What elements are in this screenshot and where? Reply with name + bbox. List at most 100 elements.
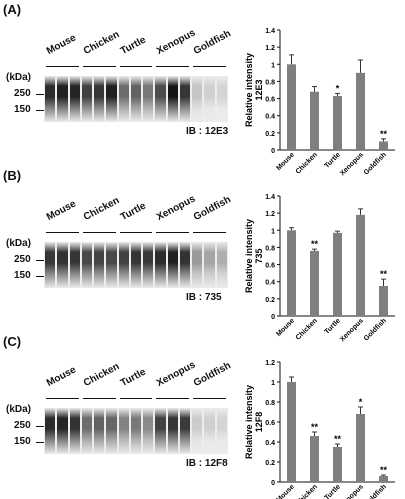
blot-lane (94, 242, 105, 288)
blot-lane (167, 242, 178, 288)
mw-marker: 150 (14, 270, 31, 281)
panel-3: (C) Mouse Chicken Turtle Xenopus Goldfish (kDa… (0, 332, 405, 499)
blot-lane (81, 76, 93, 122)
blot-lane (216, 242, 227, 288)
blot-lane (106, 408, 117, 454)
species-label: Turtle (118, 200, 148, 223)
blot-lane (167, 408, 178, 454)
species-label: Mouse (44, 198, 78, 223)
bar-chart: 0 0.2 0.4 0.6 0.8 1 1.2 Relative intensity 12F8 M… (244, 360, 395, 499)
x-tick-label: Goldfish (363, 483, 388, 499)
blot-lane (130, 408, 142, 454)
ib-label: IB : 12E3 (186, 126, 229, 137)
y-tick-label: 0.2 (265, 131, 275, 138)
significance-mark: ** (311, 239, 319, 249)
species-label: Chicken (81, 195, 122, 223)
y-tick-label: 0.6 (265, 263, 275, 270)
blot-lane (130, 242, 142, 288)
y-tick-label: 1 (271, 62, 275, 69)
species-label: Goldfish (192, 194, 234, 223)
blot-lane (69, 242, 80, 288)
species-group-line (156, 66, 190, 67)
y-axis-label: 735 (254, 248, 264, 263)
kda-label: (kDa) (6, 404, 32, 415)
blot-lane (216, 76, 227, 122)
bar (333, 232, 342, 316)
species-label: Chicken (81, 29, 122, 57)
western-blot (44, 242, 228, 288)
x-tick-label: Turtle (324, 483, 342, 499)
y-tick-label: 1.2 (265, 211, 275, 218)
blot-lane (57, 76, 68, 122)
x-tick-label: Mouse (275, 483, 296, 499)
blot-lane (45, 408, 56, 454)
species-label: Chicken (81, 361, 122, 389)
blot-lane (106, 76, 117, 122)
species-label: Mouse (44, 364, 78, 389)
bar-chart: 0 0.2 0.4 0.6 0.8 1 1.2 1.4 Relative intensity 73… (244, 194, 395, 343)
mw-marker: 150 (14, 436, 31, 447)
species-label: Xenopus (155, 359, 198, 389)
species-group-line (156, 398, 190, 399)
mw-tick (36, 276, 44, 277)
bar (379, 286, 388, 316)
bar (356, 72, 365, 150)
species-group-line (46, 398, 79, 399)
blot-lane (143, 408, 154, 454)
bar (287, 230, 296, 316)
significance-mark: ** (380, 269, 388, 279)
significance-mark: ** (380, 129, 388, 139)
blot-lane (143, 76, 154, 122)
y-tick-label: 0 (271, 148, 275, 155)
species-group-line (156, 232, 190, 233)
blot-lane (130, 76, 142, 122)
y-tick-label: 1.4 (265, 28, 275, 35)
mw-tick (36, 260, 44, 261)
bar (356, 214, 365, 316)
blot-lane (45, 242, 56, 288)
blot-lane (204, 76, 215, 122)
blot-lane (57, 242, 68, 288)
significance-mark: * (336, 83, 340, 93)
mw-tick (36, 442, 44, 443)
y-tick-label: 0.4 (265, 280, 275, 287)
y-tick-label: 1 (271, 228, 275, 235)
species-label: Turtle (118, 34, 148, 57)
y-tick-label: 1 (271, 380, 275, 387)
y-tick-label: 1.2 (265, 45, 275, 52)
bar (379, 476, 388, 482)
y-tick-label: 0 (271, 314, 275, 321)
panel-label: (B) (3, 168, 22, 183)
y-tick-label: 0.4 (265, 114, 275, 121)
y-axis-label: 12F8 (254, 412, 264, 433)
y-tick-label: 0.2 (265, 460, 275, 467)
species-group-line (46, 232, 79, 233)
kda-label: (kDa) (6, 72, 32, 83)
y-tick-label: 0.2 (265, 297, 275, 304)
y-tick-label: 1.2 (265, 360, 275, 367)
blot-lane (192, 76, 203, 122)
mw-tick (36, 426, 44, 427)
species-label: Turtle (118, 366, 148, 389)
significance-mark: ** (334, 434, 342, 444)
species-group-line (119, 232, 153, 233)
species-label: Xenopus (155, 193, 198, 223)
species-group-line (82, 232, 116, 233)
ib-label: IB : 12F8 (186, 458, 228, 469)
significance-mark: ** (311, 422, 319, 432)
x-tick-label: Xenopus (339, 483, 365, 499)
species-label: Goldfish (192, 28, 234, 57)
blot-lane (192, 408, 203, 454)
y-tick-label: 0.6 (265, 420, 275, 427)
blot-lane (204, 242, 215, 288)
species-group-line (193, 232, 226, 233)
blot-lane (45, 76, 56, 122)
species-group-line (82, 398, 116, 399)
y-axis-label: Relative intensity (244, 219, 254, 293)
species-group-line (193, 398, 226, 399)
blot-lane (81, 242, 93, 288)
species-group-line (119, 398, 153, 399)
panel-label: (A) (3, 2, 22, 17)
panel-label: (C) (3, 334, 22, 349)
blot-lane (143, 242, 154, 288)
